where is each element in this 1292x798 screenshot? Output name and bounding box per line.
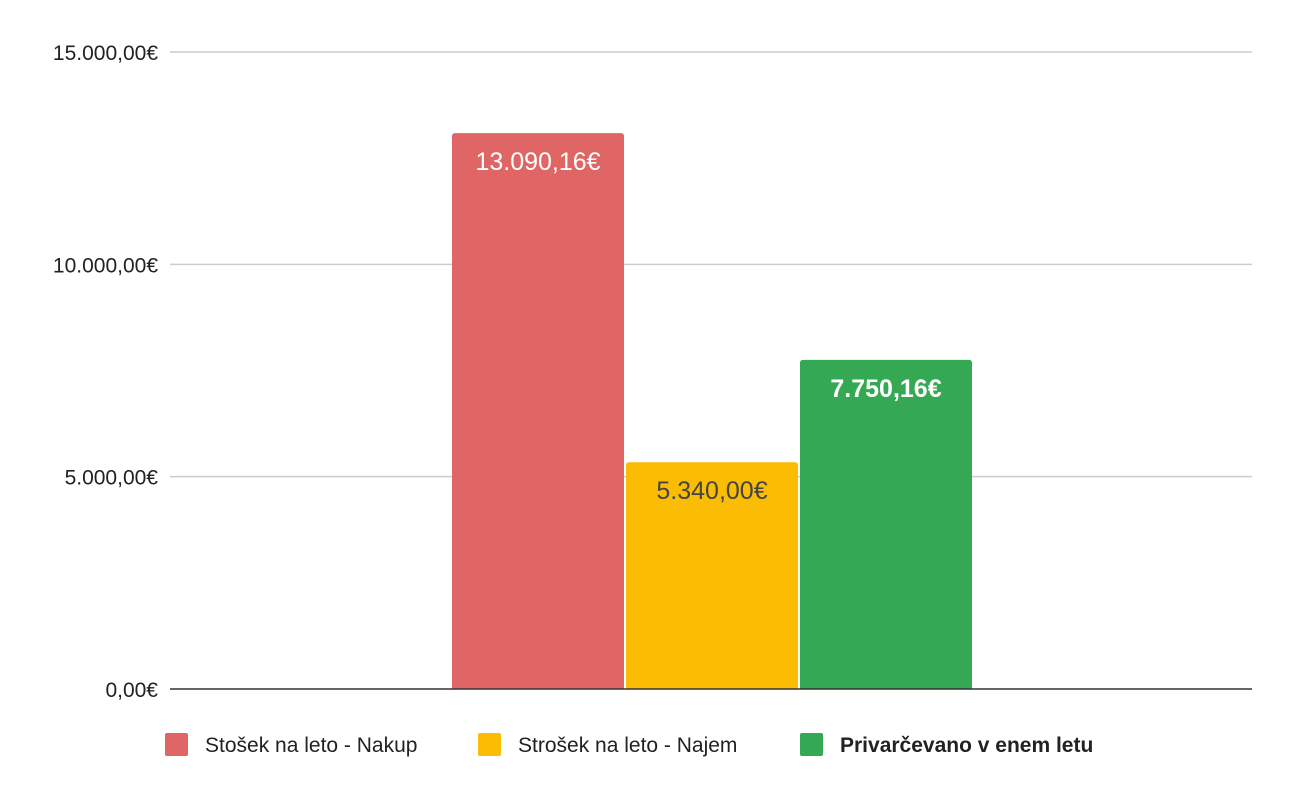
y-tick-label: 10.000,00€ <box>53 254 158 277</box>
y-tick-label: 5.000,00€ <box>65 467 159 490</box>
legend-label: Strošek na leto - Najem <box>518 734 737 757</box>
bar-data-label: 5.340,00€ <box>656 477 767 505</box>
bar <box>800 359 972 689</box>
legend-swatch <box>165 733 188 756</box>
bars: 13.090,16€ 5.340,00€ 7.750,16€ <box>452 133 972 689</box>
legend-swatch <box>478 733 501 756</box>
bar <box>626 462 798 689</box>
y-tick-label: 0,00€ <box>105 679 158 702</box>
bar <box>452 133 624 689</box>
gridlines <box>170 51 1252 478</box>
bar-data-label: 13.090,16€ <box>475 148 600 176</box>
legend-label: Privarčevano v enem letu <box>840 734 1093 757</box>
bar-data-label: 7.750,16€ <box>830 375 941 403</box>
y-axis-tick-labels: 0,00€ 5.000,00€ 10.000,00€ 15.000,00€ <box>53 42 158 702</box>
legend-swatch <box>800 733 823 756</box>
legend: Stošek na leto - Nakup Strošek na leto - … <box>165 733 1093 757</box>
y-tick-label: 15.000,00€ <box>53 42 158 65</box>
legend-label: Stošek na leto - Nakup <box>205 734 417 757</box>
